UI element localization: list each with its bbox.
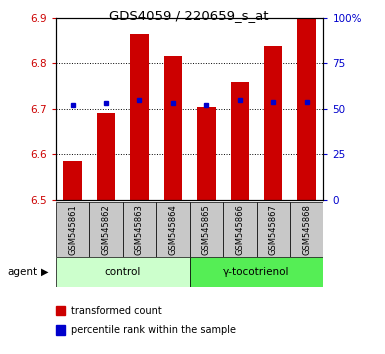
Text: γ-tocotrienol: γ-tocotrienol xyxy=(223,267,290,277)
Text: GSM545868: GSM545868 xyxy=(302,204,311,255)
Bar xyxy=(231,82,249,200)
Text: GDS4059 / 220659_s_at: GDS4059 / 220659_s_at xyxy=(109,9,268,22)
Bar xyxy=(56,325,65,335)
Bar xyxy=(89,202,123,257)
Bar xyxy=(256,202,290,257)
Bar xyxy=(189,202,223,257)
Bar xyxy=(197,107,216,200)
Bar xyxy=(56,257,189,287)
Bar xyxy=(290,202,323,257)
Text: GSM545863: GSM545863 xyxy=(135,204,144,255)
Bar xyxy=(223,202,256,257)
Text: ▶: ▶ xyxy=(40,267,48,277)
Text: transformed count: transformed count xyxy=(71,306,162,316)
Text: GSM545861: GSM545861 xyxy=(68,204,77,255)
Bar xyxy=(298,18,316,200)
Text: control: control xyxy=(105,267,141,277)
Text: agent: agent xyxy=(8,267,38,277)
Bar xyxy=(56,306,65,315)
Text: percentile rank within the sample: percentile rank within the sample xyxy=(71,325,236,335)
Bar xyxy=(156,202,189,257)
Bar xyxy=(189,257,323,287)
Text: GSM545866: GSM545866 xyxy=(235,204,244,255)
Bar xyxy=(97,113,115,200)
Text: GSM545865: GSM545865 xyxy=(202,204,211,255)
Text: GSM545862: GSM545862 xyxy=(102,204,110,255)
Bar xyxy=(123,202,156,257)
Bar xyxy=(64,161,82,200)
Bar xyxy=(264,46,283,200)
Bar xyxy=(56,202,89,257)
Bar xyxy=(164,56,182,200)
Text: GSM545867: GSM545867 xyxy=(269,204,278,255)
Text: GSM545864: GSM545864 xyxy=(168,204,177,255)
Bar xyxy=(130,34,149,200)
